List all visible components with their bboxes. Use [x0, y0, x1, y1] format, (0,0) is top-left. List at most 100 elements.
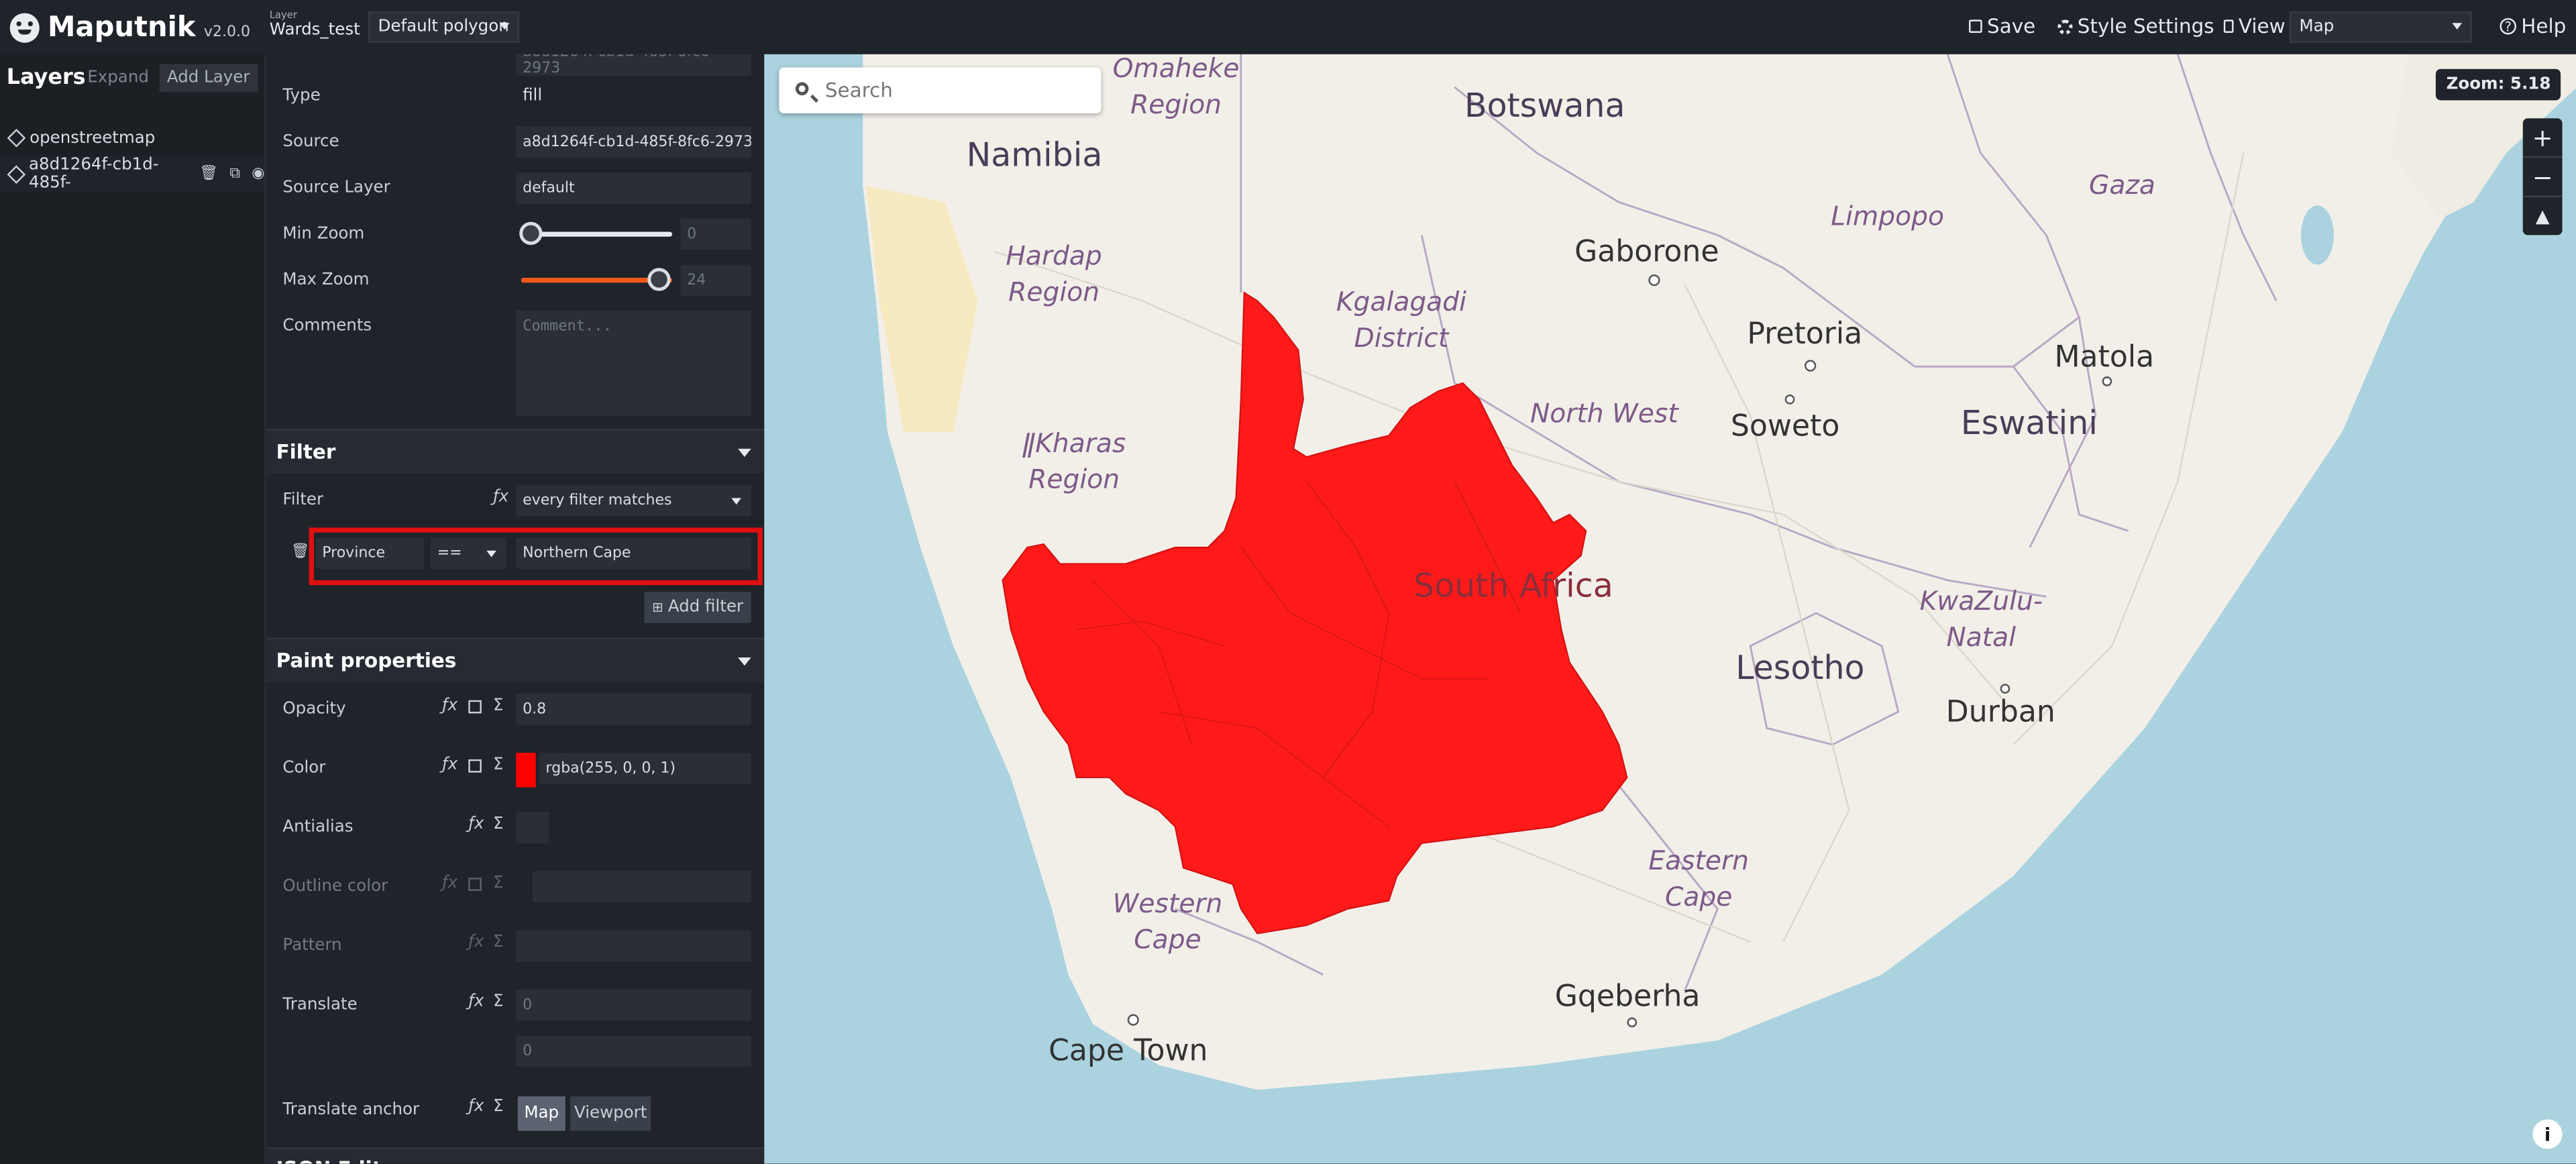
function-icon[interactable]: ƒx — [493, 488, 509, 507]
antialias-checkbox[interactable] — [516, 812, 549, 843]
function-icon[interactable]: ƒx — [468, 992, 484, 1011]
filter-value-input[interactable]: Northern Cape — [516, 537, 751, 569]
layers-title: Layers — [6, 64, 86, 90]
pattern-field[interactable] — [516, 930, 751, 962]
max-zoom-track[interactable] — [521, 278, 673, 283]
add-filter-button[interactable]: ⊞ Add filter — [644, 592, 751, 623]
data-icon[interactable] — [468, 700, 482, 714]
min-zoom-thumb[interactable] — [519, 221, 543, 246]
translate-y-field[interactable]: 0 — [516, 1035, 751, 1067]
map-label-durban: Durban — [1945, 695, 2055, 730]
map-label-limpopo: Limpopo — [1831, 200, 1944, 232]
sigma-icon[interactable]: Σ — [493, 933, 504, 952]
info-icon[interactable]: i — [2532, 1119, 2563, 1149]
style-settings-button[interactable]: Style Settings — [2057, 15, 2214, 38]
max-zoom-thumb[interactable] — [647, 268, 671, 291]
add-filter-label: Add filter — [667, 598, 744, 617]
trash-icon[interactable]: 🗑 — [199, 166, 219, 182]
save-button[interactable]: Save — [1969, 15, 2035, 38]
paint-section-title: Paint properties — [276, 649, 457, 673]
function-icon[interactable]: ƒx — [468, 815, 484, 834]
min-zoom-label: Min Zoom — [282, 225, 365, 244]
layer-item-wards[interactable]: a8d1264f-cb1d-485f- 🗑 ⧉ ◉ — [0, 156, 265, 193]
sigma-icon[interactable]: Σ — [493, 1098, 504, 1116]
opacity-label: Opacity — [282, 700, 346, 719]
anchor-viewport-button[interactable]: Viewport — [570, 1096, 651, 1131]
color-field[interactable]: rgba(255, 0, 0, 1) — [539, 753, 751, 784]
help-icon: ? — [2500, 17, 2516, 35]
filter-operator-select[interactable]: == — [430, 537, 506, 569]
view-text: View — [2238, 15, 2286, 38]
id-field[interactable]: a8d1264f-cb1d-485f-8fc6-2973 — [516, 54, 751, 76]
northern-cape-polygon — [1002, 291, 1628, 935]
function-icon[interactable]: ƒx — [468, 933, 484, 952]
comments-label: Comments — [282, 317, 372, 335]
expand-button[interactable]: Expand — [87, 68, 149, 87]
opacity-field[interactable]: 0.8 — [516, 693, 751, 725]
sigma-icon[interactable]: Σ — [493, 756, 504, 774]
min-zoom-track[interactable] — [521, 231, 673, 237]
layer-editor: a8d1264f-cb1d-485f-8fc6-2973 Type fill S… — [266, 54, 765, 1164]
data-icon[interactable] — [468, 759, 482, 773]
zoom-out-button[interactable]: − — [2522, 158, 2563, 197]
gear-icon — [2057, 19, 2073, 34]
map-label-kwazulu: KwaZulu- Natal — [1919, 585, 2043, 653]
trash-icon[interactable]: 🗑 — [290, 543, 310, 561]
max-zoom-field[interactable]: 24 — [680, 264, 751, 296]
filter-combinator-value: every filter matches — [523, 492, 672, 509]
top-toolbar: Maputnik v2.0.0 Layer Wards_test Default… — [0, 0, 2576, 56]
map-label-north-west: North West — [1529, 397, 1678, 429]
filter-section-header[interactable]: Filter — [266, 429, 765, 474]
view-label: View — [2223, 15, 2286, 38]
outline-color-field[interactable] — [532, 871, 751, 903]
chevron-down-icon — [738, 657, 751, 666]
paint-section-header[interactable]: Paint properties — [266, 637, 765, 682]
sigma-icon[interactable]: Σ — [493, 815, 504, 834]
map-view[interactable]: Search Zoom: 5.18 + − ▲ i Omaheke Region… — [764, 54, 2576, 1164]
data-icon[interactable] — [468, 878, 482, 891]
add-layer-button[interactable]: Add Layer — [158, 63, 258, 91]
copy-icon[interactable]: ⧉ — [229, 166, 241, 182]
layer-type-value: Default polygon — [378, 17, 509, 36]
view-icon — [2223, 19, 2234, 33]
max-zoom-label: Max Zoom — [282, 271, 370, 290]
layer-type-select[interactable]: Default polygon — [368, 11, 520, 43]
source-layer-field[interactable]: default — [516, 172, 751, 204]
translate-x-field[interactable]: 0 — [516, 989, 751, 1021]
sigma-icon[interactable]: Σ — [493, 874, 504, 893]
function-icon[interactable]: ƒx — [442, 756, 458, 774]
sigma-icon[interactable]: Σ — [493, 992, 504, 1011]
function-icon[interactable]: ƒx — [442, 696, 458, 715]
source-field[interactable]: a8d1264f-cb1d-485f-8fc6-2973 — [516, 126, 751, 158]
app-name: Maputnik — [48, 10, 196, 44]
anchor-map-button[interactable]: Map — [517, 1096, 566, 1131]
filter-combinator-select[interactable]: every filter matches — [516, 484, 751, 517]
filter-section-title: Filter — [276, 440, 336, 464]
add-filter-icon: ⊞ — [651, 600, 663, 615]
filter-field-input[interactable]: Province — [315, 537, 425, 569]
zoom-in-button[interactable]: + — [2522, 118, 2563, 158]
color-swatch[interactable] — [516, 753, 536, 788]
view-select[interactable]: Map — [2289, 11, 2472, 43]
translate-row: Translate ƒx Σ 0 0 — [266, 986, 764, 1078]
compass-button[interactable]: ▲ — [2535, 205, 2550, 227]
layer-item-openstreetmap[interactable]: openstreetmap — [0, 120, 264, 156]
map-search-box[interactable]: Search — [779, 67, 1102, 114]
chevron-down-icon — [486, 550, 496, 558]
layer-selector[interactable]: Layer Wards_test — [270, 11, 360, 41]
type-row: Type fill — [266, 77, 764, 117]
min-zoom-field[interactable]: 0 — [680, 218, 751, 250]
source-row: Source a8d1264f-cb1d-485f-8fc6-2973 — [266, 123, 764, 163]
function-icon[interactable]: ƒx — [468, 1098, 484, 1116]
layer-caption: Layer — [269, 9, 297, 21]
sigma-icon[interactable]: Σ — [493, 696, 504, 715]
comments-row: Comments Comment... — [266, 307, 764, 416]
layer-id: Wards_test — [269, 21, 360, 40]
help-button[interactable]: ? Help — [2500, 15, 2566, 38]
comments-textarea[interactable]: Comment... — [516, 311, 751, 416]
function-icon[interactable]: ƒx — [442, 874, 458, 893]
chevron-down-icon — [499, 23, 510, 30]
json-editor-section-header[interactable]: JSON Editor — [266, 1147, 765, 1164]
eye-icon[interactable]: ◉ — [252, 166, 265, 182]
filter-row: Filter ƒx every filter matches — [266, 482, 764, 521]
